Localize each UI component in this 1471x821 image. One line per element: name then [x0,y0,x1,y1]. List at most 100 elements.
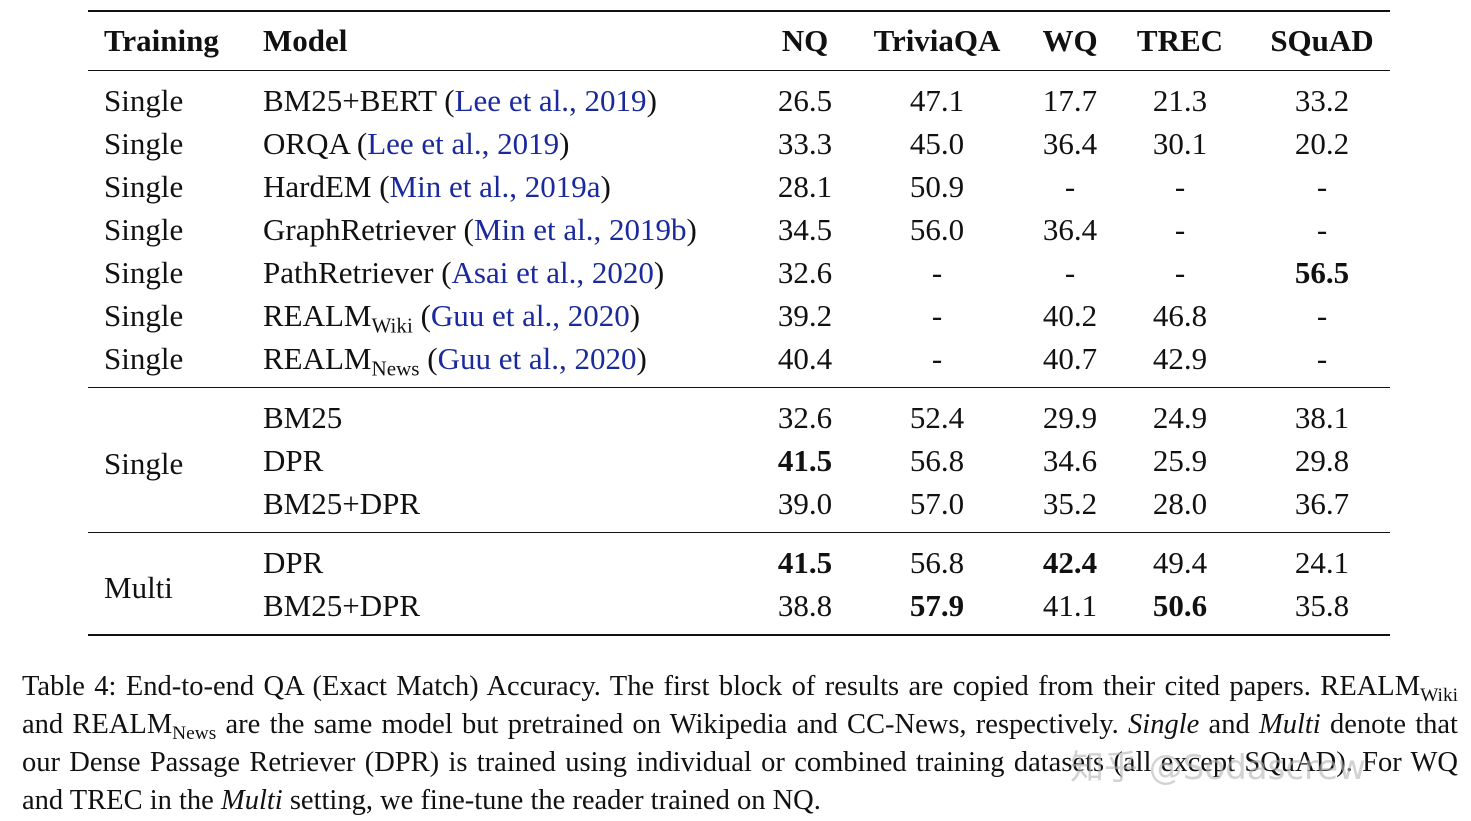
training-cell: Single [104,211,184,247]
caption-text: Multi [1258,709,1321,740]
score-cell: 42.9 [1152,340,1208,376]
table-block: Single BM25+BERT (Lee et al., 2019) 26.5 47… [88,71,1390,388]
caption-text: and [1199,709,1259,740]
score-cell: 28.0 [1152,485,1208,521]
score-cell: - [1316,211,1328,247]
column-header: WQ [1034,10,1106,71]
training-cell: Multi [104,569,173,605]
table-row: DPR 41.5 56.8 34.6 25.9 29.8 [88,439,1390,482]
table-row: BM25+DPR 39.0 57.0 35.2 28.0 36.7 [88,482,1390,533]
score-cell: 50.6 [1152,587,1208,623]
header-row: Training Model NQ TriviaQA WQ TREC SQuAD [88,10,1390,71]
model-cell: BM25+BERT (Lee et al., 2019) [263,71,770,123]
score-cell: 47.1 [909,82,965,118]
model-name: News [371,355,420,380]
table-row: Single BM25+BERT (Lee et al., 2019) 26.5 47… [88,71,1390,123]
model-cell: REALMNews (Guu et al., 2020) [263,337,770,388]
score-cell: 20.2 [1294,125,1350,161]
citation: Lee et al., 2019 [367,125,560,161]
citation: Asai et al., 2020 [451,254,654,290]
model-name: Wiki [371,312,413,337]
citation: Lee et al., 2019 [454,82,647,118]
score-cell: 40.7 [1042,340,1098,376]
model-name: ) [636,340,647,376]
score-cell: - [931,297,943,333]
score-cell: 46.8 [1152,297,1208,333]
table-row: Single PathRetriever (Asai et al., 2020) 3… [88,251,1390,294]
model-cell: ORQA (Lee et al., 2019) [263,122,770,165]
score-cell: 57.9 [909,587,965,623]
score-cell: 24.1 [1294,544,1350,580]
score-cell: 40.2 [1042,297,1098,333]
training-cell: Single [104,82,184,118]
column-header: TREC [1106,10,1254,71]
caption-text: Single [1128,709,1200,740]
column-header: NQ [770,10,840,71]
model-name: ) [600,168,611,204]
score-cell: - [1174,254,1186,290]
score-cell: 36.7 [1294,485,1350,521]
score-cell: 24.9 [1152,399,1208,435]
score-cell: 21.3 [1152,82,1208,118]
score-cell: 41.5 [777,442,833,478]
table-row: Multi DPR 41.5 56.8 42.4 49.4 24.1 [88,533,1390,605]
score-cell: 17.7 [1042,82,1098,118]
model-cell: DPR [263,439,770,482]
score-cell: - [1064,254,1076,290]
model-name: REALM [263,340,372,376]
caption-text: and REALM [22,709,173,740]
score-cell: 35.2 [1042,485,1098,521]
caption-text: denote that our Dense Passage Retriever … [22,709,1458,816]
score-cell: 34.5 [777,211,833,247]
results-table: Training Model NQ TriviaQA WQ TREC SQuAD Singl… [88,10,1390,636]
score-cell: - [931,254,943,290]
model-name: ) [559,125,570,161]
caption: Table 4: End-to-end QA (Exact Match) Acc… [22,668,1458,820]
column-header: Model [263,10,770,71]
score-cell: 30.1 [1152,125,1208,161]
score-cell: 36.4 [1042,125,1098,161]
table-block: Multi DPR 41.5 56.8 42.4 49.4 24.1 BM25+DPR 38.8… [88,533,1390,635]
table-row: Single REALMNews (Guu et al., 2020) 40.4-4… [88,337,1390,388]
training-cell: Single [104,168,184,204]
model-cell: BM25 [263,388,770,440]
model-cell: REALMWiki (Guu et al., 2020) [263,294,770,337]
caption-text: Multi [220,785,283,816]
training-cell: Single [104,297,184,333]
model-name: BM25+BERT ( [263,82,455,118]
model-cell: DPR [263,533,770,585]
score-cell: 29.8 [1294,442,1350,478]
score-cell: - [1316,340,1328,376]
score-cell: 36.4 [1042,211,1098,247]
table-row: Single GraphRetriever (Min et al., 2019b)… [88,208,1390,251]
caption-text: are the same model but pretrained on Wik… [216,709,1129,740]
caption-text: Table 4: End-to-end QA (Exact Match) Acc… [22,671,1421,702]
score-cell: 45.0 [909,125,965,161]
score-cell: 25.9 [1152,442,1208,478]
score-cell: 41.5 [777,544,833,580]
score-cell: 26.5 [777,82,833,118]
model-name: REALM [263,297,372,333]
model-cell: BM25+DPR [263,584,770,635]
model-name: ) [629,297,641,333]
model-cell: GraphRetriever (Min et al., 2019b) [263,208,770,251]
score-cell: 41.1 [1042,587,1098,623]
score-cell: 38.1 [1294,399,1350,435]
table-block: Single BM25 32.6 52.4 29.9 24.9 38.1 DPR 41.5 56.… [88,388,1390,533]
training-cell: Single [104,340,184,376]
model-cell: PathRetriever (Asai et al., 2020) [263,251,770,294]
score-cell: 42.4 [1042,544,1098,580]
score-cell: 32.6 [777,399,833,435]
column-header: SQuAD [1254,10,1390,71]
model-name: ) [646,82,657,118]
model-name: HardEM ( [263,168,390,204]
score-cell: 28.1 [777,168,833,204]
score-cell: 33.3 [777,125,833,161]
score-cell: 33.2 [1294,82,1350,118]
model-name: ( [412,297,431,333]
training-cell: Single [104,254,184,290]
model-name: BM25+DPR [263,485,421,521]
caption-text: setting, we fine-tune the reader trained… [282,785,821,816]
score-cell: 35.8 [1294,587,1350,623]
